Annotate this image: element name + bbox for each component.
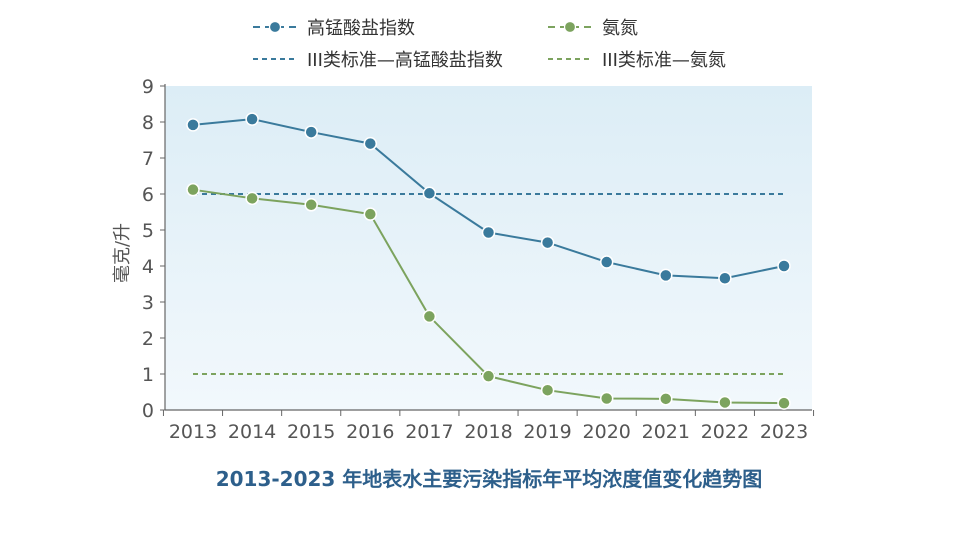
data-point	[718, 395, 732, 410]
data-point	[777, 259, 791, 273]
series-layer	[186, 112, 791, 410]
data-point	[245, 112, 259, 126]
legend-label: III类标准—高锰酸盐指数	[307, 50, 503, 71]
series-2	[186, 182, 791, 410]
x-tick-label: 2013	[169, 421, 217, 443]
x-tick-label: 2017	[405, 421, 453, 443]
legend-marker	[268, 20, 282, 34]
data-point	[540, 383, 555, 397]
y-axis-label: 毫克/升	[112, 223, 133, 283]
data-point	[659, 268, 673, 283]
legend-label: 氨氮	[602, 18, 638, 39]
data-point	[599, 391, 614, 406]
series-1	[186, 112, 791, 285]
y-tick-label: 4	[142, 256, 154, 278]
x-tick-label: 2021	[642, 421, 690, 443]
data-point	[718, 271, 732, 285]
data-point	[481, 369, 496, 383]
data-point	[481, 225, 496, 240]
legend-item: III类标准—氨氮	[548, 50, 726, 71]
data-point	[363, 136, 378, 151]
x-tick-label: 2014	[228, 421, 276, 443]
y-tick-label: 6	[142, 184, 154, 206]
x-tick-label: 2016	[346, 421, 394, 443]
data-point	[540, 235, 555, 250]
y-tick-label: 8	[142, 112, 154, 134]
x-tick-label: 2023	[760, 421, 808, 443]
y-tick-label: 1	[142, 364, 154, 386]
y-tick-label: 9	[142, 76, 154, 98]
legend-marker	[563, 20, 577, 34]
data-point	[599, 255, 614, 269]
x-tick-label: 2018	[464, 421, 512, 443]
x-tick-label: 2019	[523, 421, 571, 443]
legend-label: 高锰酸盐指数	[307, 18, 415, 39]
x-tick-label: 2015	[287, 421, 335, 443]
y-tick-label: 5	[142, 220, 154, 242]
legend-item: 氨氮	[548, 18, 638, 39]
data-point	[245, 191, 259, 206]
data-point	[186, 118, 200, 132]
data-point	[363, 207, 378, 221]
data-point	[304, 125, 318, 139]
data-point	[304, 198, 318, 212]
legend-label: III类标准—氨氮	[602, 50, 726, 71]
data-point	[422, 186, 437, 201]
plot-background	[165, 86, 812, 410]
data-point	[422, 309, 437, 324]
y-tick-label: 0	[142, 400, 154, 422]
data-point	[777, 396, 791, 410]
y-tick-label: 3	[142, 292, 154, 314]
x-tick-label: 2022	[701, 421, 749, 443]
y-tick-label: 7	[142, 148, 154, 170]
axes: 0 1 2 3 4 5 6 7 8 9 2013 2014 2015 2016 2017 2018 2019 20…	[142, 76, 815, 443]
x-tick-label: 2020	[583, 421, 631, 443]
legend: 高锰酸盐指数 氨氮 III类标准—高锰酸盐指数 III类标准—氨氮	[253, 18, 726, 71]
data-point	[186, 182, 200, 197]
y-tick-label: 2	[142, 328, 154, 350]
data-point	[659, 392, 673, 406]
legend-item: 高锰酸盐指数	[253, 18, 415, 39]
legend-item: III类标准—高锰酸盐指数	[253, 50, 503, 71]
chart-title: 2013-2023 年地表水主要污染指标年平均浓度值变化趋势图	[216, 467, 763, 491]
